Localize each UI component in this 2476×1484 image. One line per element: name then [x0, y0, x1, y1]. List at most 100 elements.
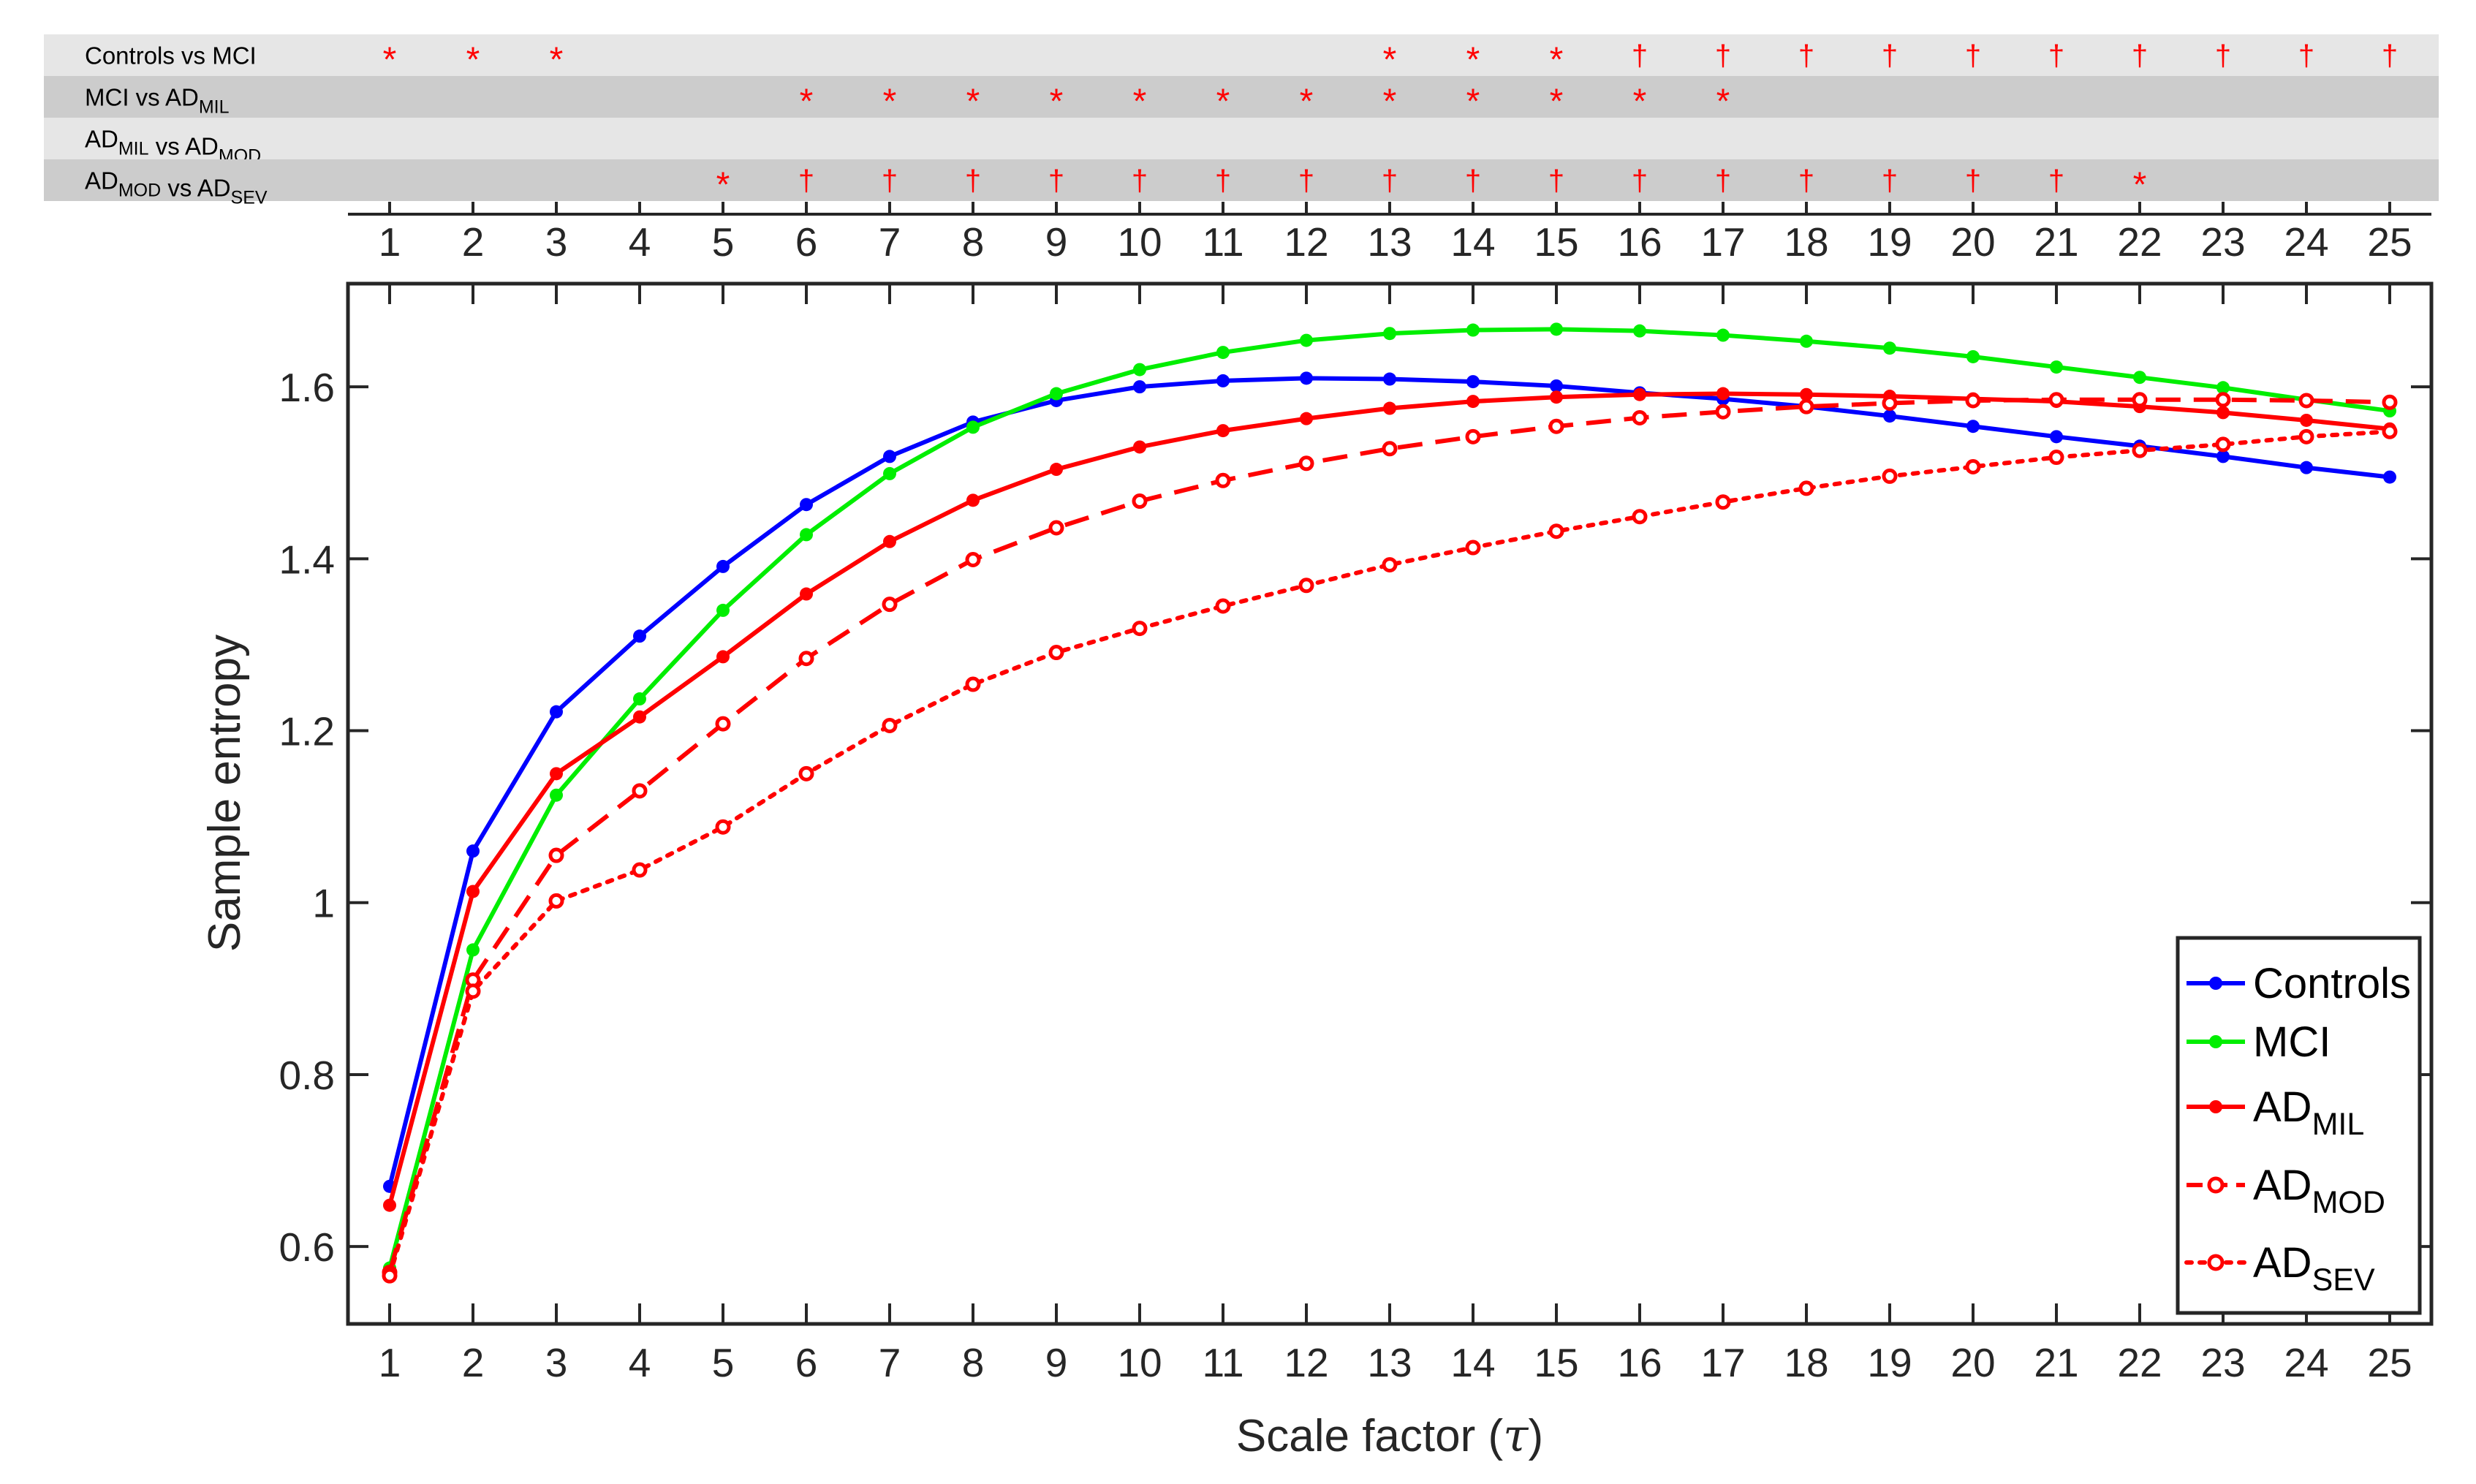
data-point [1632, 409, 1648, 425]
data-point [1716, 328, 1730, 342]
sig-mark: † [2298, 40, 2314, 72]
data-point [1216, 374, 1230, 387]
data-point [1133, 440, 1146, 454]
data-point [2216, 450, 2230, 463]
data-point [965, 676, 981, 692]
x-tick-label: 6 [795, 1340, 818, 1385]
x-tick-label: 20 [1950, 1340, 1995, 1385]
data-point [550, 767, 563, 781]
sig-mark: † [1632, 40, 1648, 72]
top-x-tick-label: 8 [962, 219, 985, 265]
x-tick-label: 22 [2117, 1340, 2162, 1385]
sig-mark: * [383, 41, 397, 80]
plot-area: 0.60.811.21.41.6 1 2 3 4 5 6 7 8 9 10 11 12 13 14 15 16… [279, 281, 2434, 1385]
top-x-tick-label: 4 [629, 219, 651, 265]
top-x-tick-label: 25 [2367, 219, 2412, 265]
legend-label: ADSEV [2253, 1239, 2375, 1298]
legend-item: ADSEV [2184, 1239, 2375, 1298]
data-point [2132, 442, 2148, 458]
data-point [632, 783, 648, 799]
sig-mark: * [1466, 83, 1480, 121]
y-tick-label: 1.2 [279, 709, 335, 754]
data-point [1882, 395, 1898, 411]
x-tick-label: 25 [2367, 1340, 2412, 1385]
sig-row-label-part: Controls vs MCI [85, 42, 257, 69]
series-ad-sev [382, 423, 2398, 1284]
sig-mark: † [1715, 165, 1731, 197]
sig-row-label: ADMIL vs ADMOD [85, 126, 261, 167]
data-point [715, 819, 731, 835]
y-tick-label: 1.6 [279, 365, 335, 410]
top-x-axis: 1 2 3 4 5 6 7 8 9 10 11 12 13 14 15 16 17 18 19 20 21 22 23 24 2… [348, 202, 2431, 265]
sig-row-label-sub: MIL [118, 139, 149, 159]
sig-mark: * [1716, 83, 1730, 121]
data-point [1215, 598, 1231, 614]
data-point [1966, 349, 1980, 363]
sig-mark: † [2048, 40, 2064, 72]
legend-label-main: Controls [2253, 960, 2411, 1007]
data-point [1298, 578, 1314, 594]
legend-label: MCI [2253, 1018, 2331, 1066]
sig-mark: † [1548, 165, 1564, 197]
data-point [1383, 401, 1396, 415]
top-x-tick-label: 17 [1700, 219, 1745, 265]
data-point [2300, 461, 2313, 474]
data-point [1798, 480, 1814, 496]
top-x-tick-label: 10 [1117, 219, 1162, 265]
x-tick-label: 1 [379, 1340, 401, 1385]
sig-mark: † [1965, 165, 1981, 197]
top-x-tick-label: 24 [2284, 219, 2328, 265]
x-tick-label: 14 [1450, 1340, 1495, 1385]
data-point [716, 603, 730, 617]
data-point [1633, 387, 1646, 401]
legend-item: Controls [2187, 960, 2411, 1007]
data-point [382, 1268, 398, 1284]
legend-box [2176, 936, 2422, 1315]
sig-mark: * [1633, 83, 1647, 121]
data-point [465, 983, 481, 999]
legend-item: ADMIL [2187, 1083, 2364, 1142]
data-point [1466, 395, 1480, 409]
significance-panel: Controls vs MCI * * * * * * † † † † † † † † † †MCI vs AD… [44, 34, 2439, 208]
data-point [2215, 392, 2231, 408]
data-point [1800, 334, 1813, 348]
sig-mark: † [2382, 40, 2398, 72]
data-point [2298, 393, 2314, 409]
x-tick-label: 8 [962, 1340, 985, 1385]
data-point [1300, 371, 1313, 385]
data-point [2048, 450, 2064, 466]
top-x-tick-label: 12 [1284, 219, 1328, 265]
sig-mark: † [1132, 165, 1148, 197]
x-tick-label: 2 [462, 1340, 485, 1385]
data-point [2300, 413, 2313, 427]
data-point [800, 498, 813, 512]
legend-marker [2209, 977, 2222, 990]
data-point [1382, 441, 1398, 457]
top-x-tick-label: 13 [1367, 219, 1412, 265]
legend-marker [2209, 1100, 2222, 1113]
sig-mark: * [466, 41, 480, 80]
data-point [1716, 387, 1730, 401]
sig-mark: † [1798, 165, 1814, 197]
sig-mark: * [1383, 41, 1397, 80]
sig-mark: † [1882, 165, 1898, 197]
top-x-tick-label: 20 [1950, 219, 1995, 265]
data-point [716, 559, 730, 573]
x-axis-label: Scale factor (τ) [1236, 1409, 1543, 1462]
data-point [548, 847, 564, 863]
data-point [1465, 540, 1481, 556]
sig-mark: * [1466, 41, 1480, 80]
sig-row-label-part: vs AD [149, 133, 219, 160]
data-point [1798, 398, 1814, 414]
legend-label-main: AD [2253, 1083, 2312, 1131]
data-point [1548, 418, 1564, 434]
data-point [1050, 387, 1063, 401]
sig-row-label-part: AD [85, 167, 118, 194]
data-point [1632, 509, 1648, 525]
data-point [633, 692, 646, 706]
sig-row-label-sub: SEV [231, 188, 268, 208]
y-tick-label: 1 [312, 881, 335, 926]
data-point [1383, 372, 1396, 386]
sig-mark: * [550, 41, 564, 80]
sig-mark: * [1050, 83, 1064, 121]
